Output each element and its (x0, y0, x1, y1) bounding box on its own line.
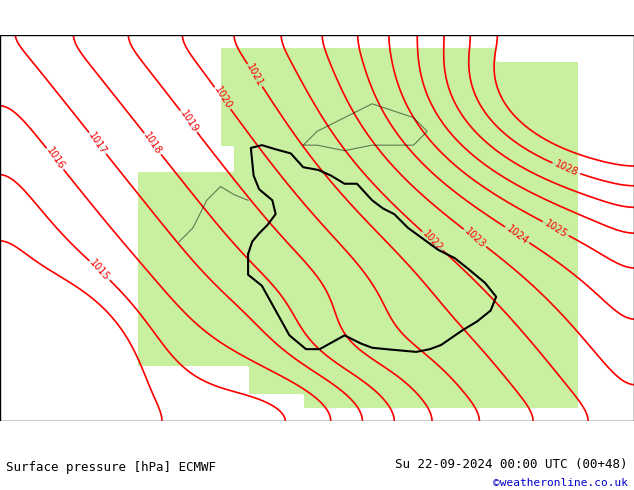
Text: 1016: 1016 (44, 146, 66, 172)
Bar (0, 35, 634, 421)
Text: ©weatheronline.co.uk: ©weatheronline.co.uk (493, 478, 628, 488)
Text: 1020: 1020 (212, 85, 233, 111)
Text: 1021: 1021 (245, 62, 265, 88)
Text: 1015: 1015 (87, 258, 112, 283)
Text: 1019: 1019 (178, 108, 200, 134)
Text: Su 22-09-2024 00:00 UTC (00+48): Su 22-09-2024 00:00 UTC (00+48) (395, 458, 628, 471)
Text: 1028: 1028 (553, 159, 579, 178)
Text: 1018: 1018 (141, 131, 164, 157)
Text: 1022: 1022 (420, 228, 444, 253)
Text: 1024: 1024 (505, 223, 530, 246)
Text: Surface pressure [hPa] ECMWF: Surface pressure [hPa] ECMWF (6, 461, 216, 474)
Text: 1025: 1025 (543, 218, 569, 240)
Text: 1017: 1017 (86, 130, 108, 156)
Text: 1023: 1023 (463, 226, 488, 250)
